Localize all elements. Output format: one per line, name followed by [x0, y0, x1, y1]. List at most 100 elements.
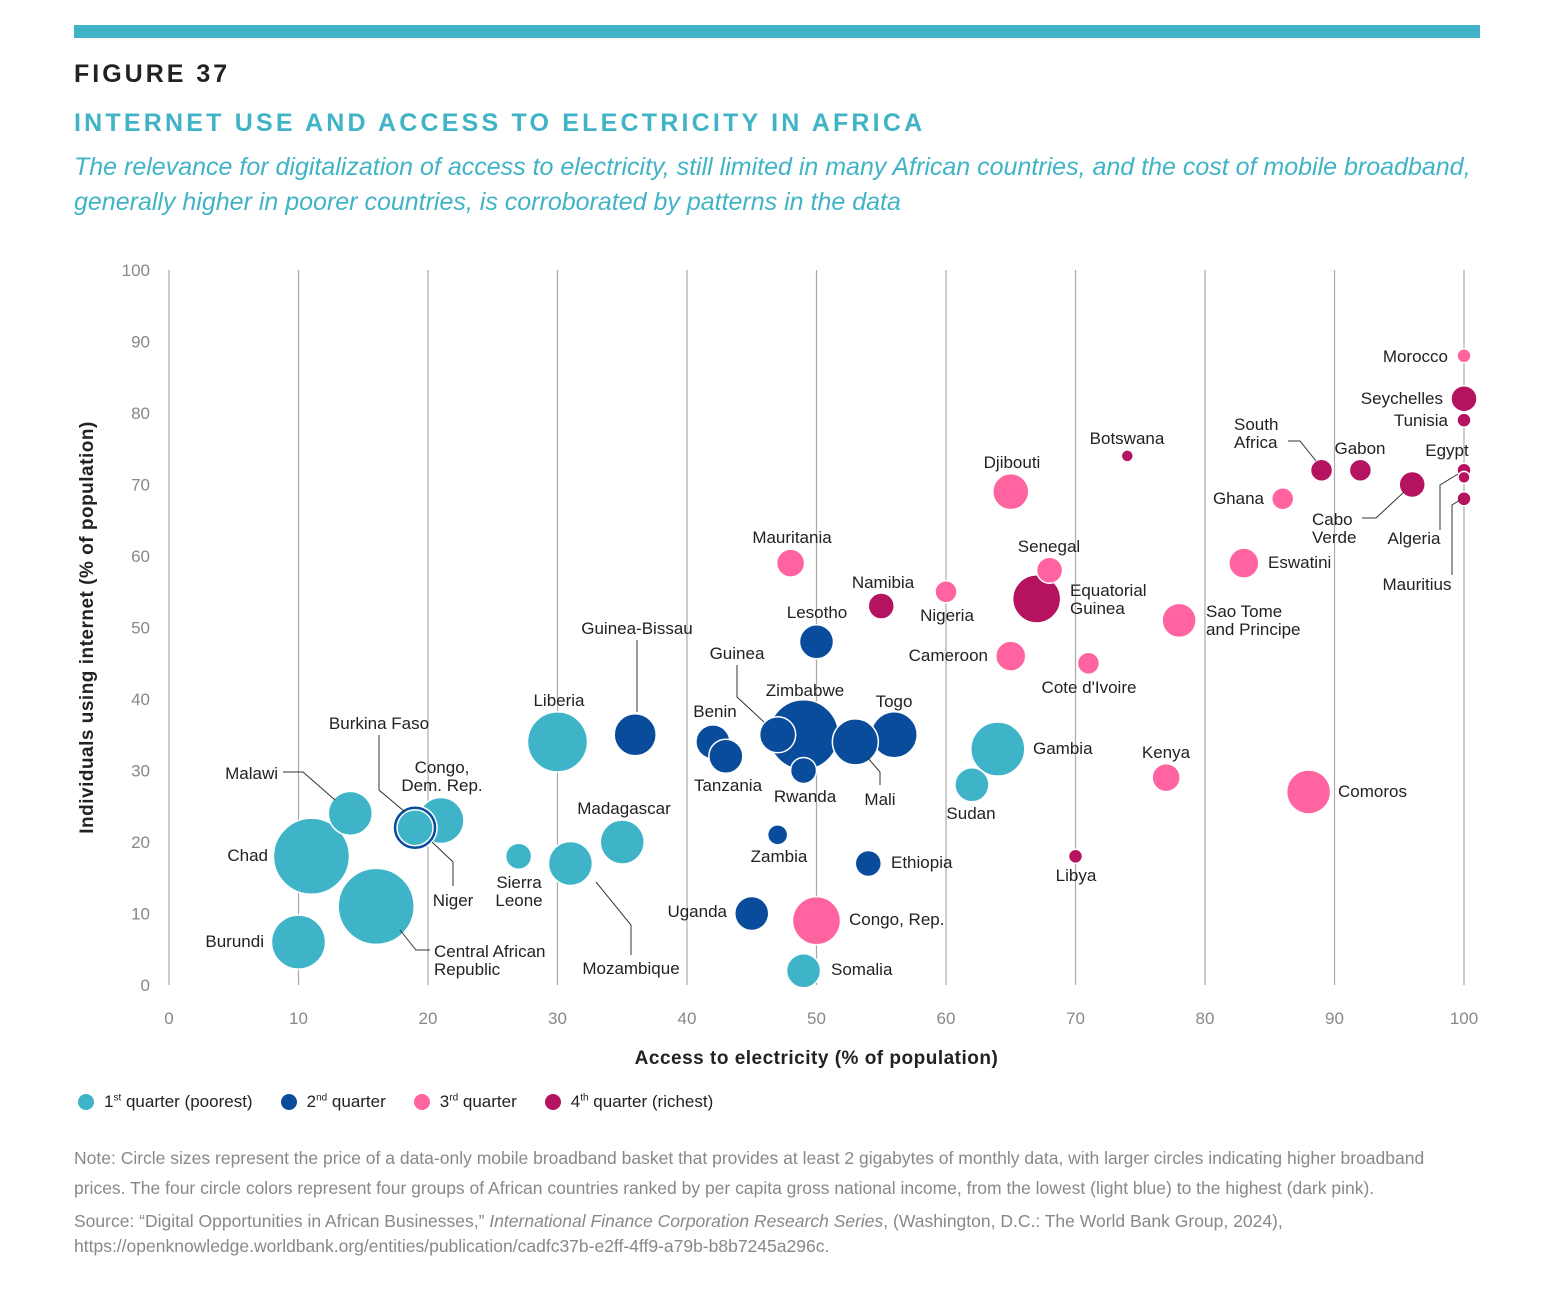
- label-sao-tome-and-principe: Sao Tome and Principe: [1206, 602, 1301, 639]
- label-south-africa: South Africa: [1234, 415, 1278, 452]
- bubble-comoros: [1285, 769, 1332, 815]
- bubble-cameroon: [995, 640, 1027, 672]
- label-equatorial-guinea: Equatorial Guinea: [1070, 581, 1147, 618]
- label-morocco: Morocco: [1383, 347, 1448, 366]
- leader-line: [1439, 473, 1459, 530]
- label-egypt: Egypt: [1425, 441, 1469, 460]
- bubble-ethiopia: [854, 849, 883, 878]
- leader-line: [736, 665, 765, 723]
- leader-line: [1288, 440, 1317, 462]
- bubble-somalia: [785, 952, 822, 989]
- bubble-sao-tome-and-principe: [1161, 602, 1197, 639]
- bubble-madagascar: [599, 819, 645, 865]
- x-tick-label: 40: [678, 1009, 697, 1028]
- label-gambia: Gambia: [1033, 739, 1093, 758]
- bubble-djibouti: [992, 472, 1030, 511]
- leader-line: [595, 881, 632, 955]
- bubble-uganda: [734, 895, 770, 932]
- bubble-mauritius: [1456, 491, 1472, 507]
- source-series: International Finance Corporation Resear…: [489, 1211, 884, 1231]
- leader-line: [378, 735, 406, 813]
- bubble-mozambique: [547, 840, 594, 887]
- label-djibouti: Djibouti: [984, 453, 1041, 472]
- label-eswatini: Eswatini: [1268, 553, 1331, 572]
- x-tick-label: 80: [1196, 1009, 1215, 1028]
- label-tunisia: Tunisia: [1394, 411, 1449, 430]
- bubble-morocco: [1456, 348, 1472, 364]
- label-lesotho: Lesotho: [787, 603, 848, 622]
- label-nigeria: Nigeria: [920, 606, 974, 625]
- legend-item-q4: 4th quarter (richest): [544, 1092, 714, 1112]
- bubble-algeria: [1457, 470, 1471, 485]
- label-senegal: Senegal: [1018, 537, 1080, 556]
- label-zimbabwe: Zimbabwe: [766, 681, 844, 700]
- legend-swatch: [78, 1094, 94, 1110]
- label-mauritius: Mauritius: [1383, 575, 1452, 594]
- source-suffix: , (Washington, D.C.: The World Bank Grou…: [74, 1211, 1283, 1256]
- x-tick-label: 10: [289, 1009, 308, 1028]
- label-cameroon: Cameroon: [909, 646, 988, 665]
- bubble-ghana: [1270, 487, 1295, 511]
- legend-swatch: [280, 1094, 297, 1110]
- bubble-gabon: [1348, 458, 1373, 482]
- label-chad: Chad: [227, 846, 268, 865]
- label-libya: Libya: [1056, 866, 1097, 885]
- bubble-burundi: [270, 914, 327, 970]
- note: Note: Circle sizes represent the price o…: [74, 1148, 1425, 1198]
- bubble-botswana: [1120, 449, 1135, 463]
- label-rwanda: Rwanda: [774, 787, 837, 806]
- label-burkina-faso: Burkina Faso: [329, 714, 429, 733]
- y-axis-label: Individuals using internet (% of populat…: [77, 421, 98, 834]
- label-mali: Mali: [864, 790, 895, 809]
- legend: 1st quarter (poorest) 2nd quarter 3rd quar…: [78, 1092, 713, 1112]
- legend-label: 4th quarter (richest): [570, 1092, 714, 1111]
- x-axis-label: Access to electricity (% of population): [635, 1048, 999, 1069]
- bubble-senegal: [1035, 556, 1064, 585]
- label-niger: Niger: [433, 891, 474, 910]
- bubble-mali: [831, 718, 880, 766]
- leader-line: [431, 841, 454, 886]
- label-guinea-bissau: Guinea-Bissau: [581, 619, 693, 638]
- y-tick-label: 20: [131, 833, 150, 852]
- label-zambia: Zambia: [751, 847, 808, 866]
- label-burundi: Burundi: [205, 932, 264, 951]
- label-sierra-leone: Sierra Leone: [495, 873, 542, 910]
- label-liberia: Liberia: [533, 691, 585, 710]
- x-tick-label: 0: [164, 1009, 173, 1028]
- label-congo-dem-rep-: Congo, Dem. Rep.: [401, 758, 482, 795]
- label-uganda: Uganda: [667, 902, 727, 921]
- legend-swatch: [413, 1094, 430, 1110]
- chart-title: INTERNET USE AND ACCESS TO ELECTRICITY I…: [74, 109, 926, 137]
- bubble-central-african-republic: [337, 867, 415, 946]
- bubble-namibia: [867, 592, 895, 620]
- y-tick-label: 90: [131, 333, 150, 352]
- bubble-gambia: [970, 721, 1026, 777]
- label-comoros: Comoros: [1338, 782, 1407, 801]
- label-gabon: Gabon: [1334, 439, 1385, 458]
- label-mauritania: Mauritania: [752, 528, 832, 547]
- legend-swatch: [544, 1094, 561, 1110]
- bubble-niger: [396, 808, 434, 847]
- bubble-guinea-bissau: [613, 713, 657, 757]
- x-tick-label: 20: [419, 1009, 438, 1028]
- bubble-sudan: [954, 767, 990, 803]
- x-tick-label: 50: [807, 1009, 826, 1028]
- bubble-togo: [870, 711, 918, 759]
- y-tick-label: 100: [122, 261, 150, 280]
- bubble-liberia: [526, 711, 589, 773]
- bubble-malawi: [327, 790, 374, 837]
- bubble-nigeria: [934, 580, 958, 604]
- x-tick-label: 100: [1450, 1009, 1478, 1028]
- accent-bar: [74, 25, 1480, 38]
- label-botswana: Botswana: [1090, 429, 1165, 448]
- x-tick-label: 30: [548, 1009, 567, 1028]
- bubble-sierra-leone: [504, 842, 533, 871]
- y-tick-label: 40: [131, 690, 150, 709]
- x-tick-label: 90: [1325, 1009, 1344, 1028]
- legend-item-q3: 3rd quarter: [413, 1092, 517, 1112]
- label-namibia: Namibia: [852, 573, 915, 592]
- chart-subtitle: The relevance for digitalization of acce…: [74, 153, 1471, 216]
- label-togo: Togo: [876, 692, 913, 711]
